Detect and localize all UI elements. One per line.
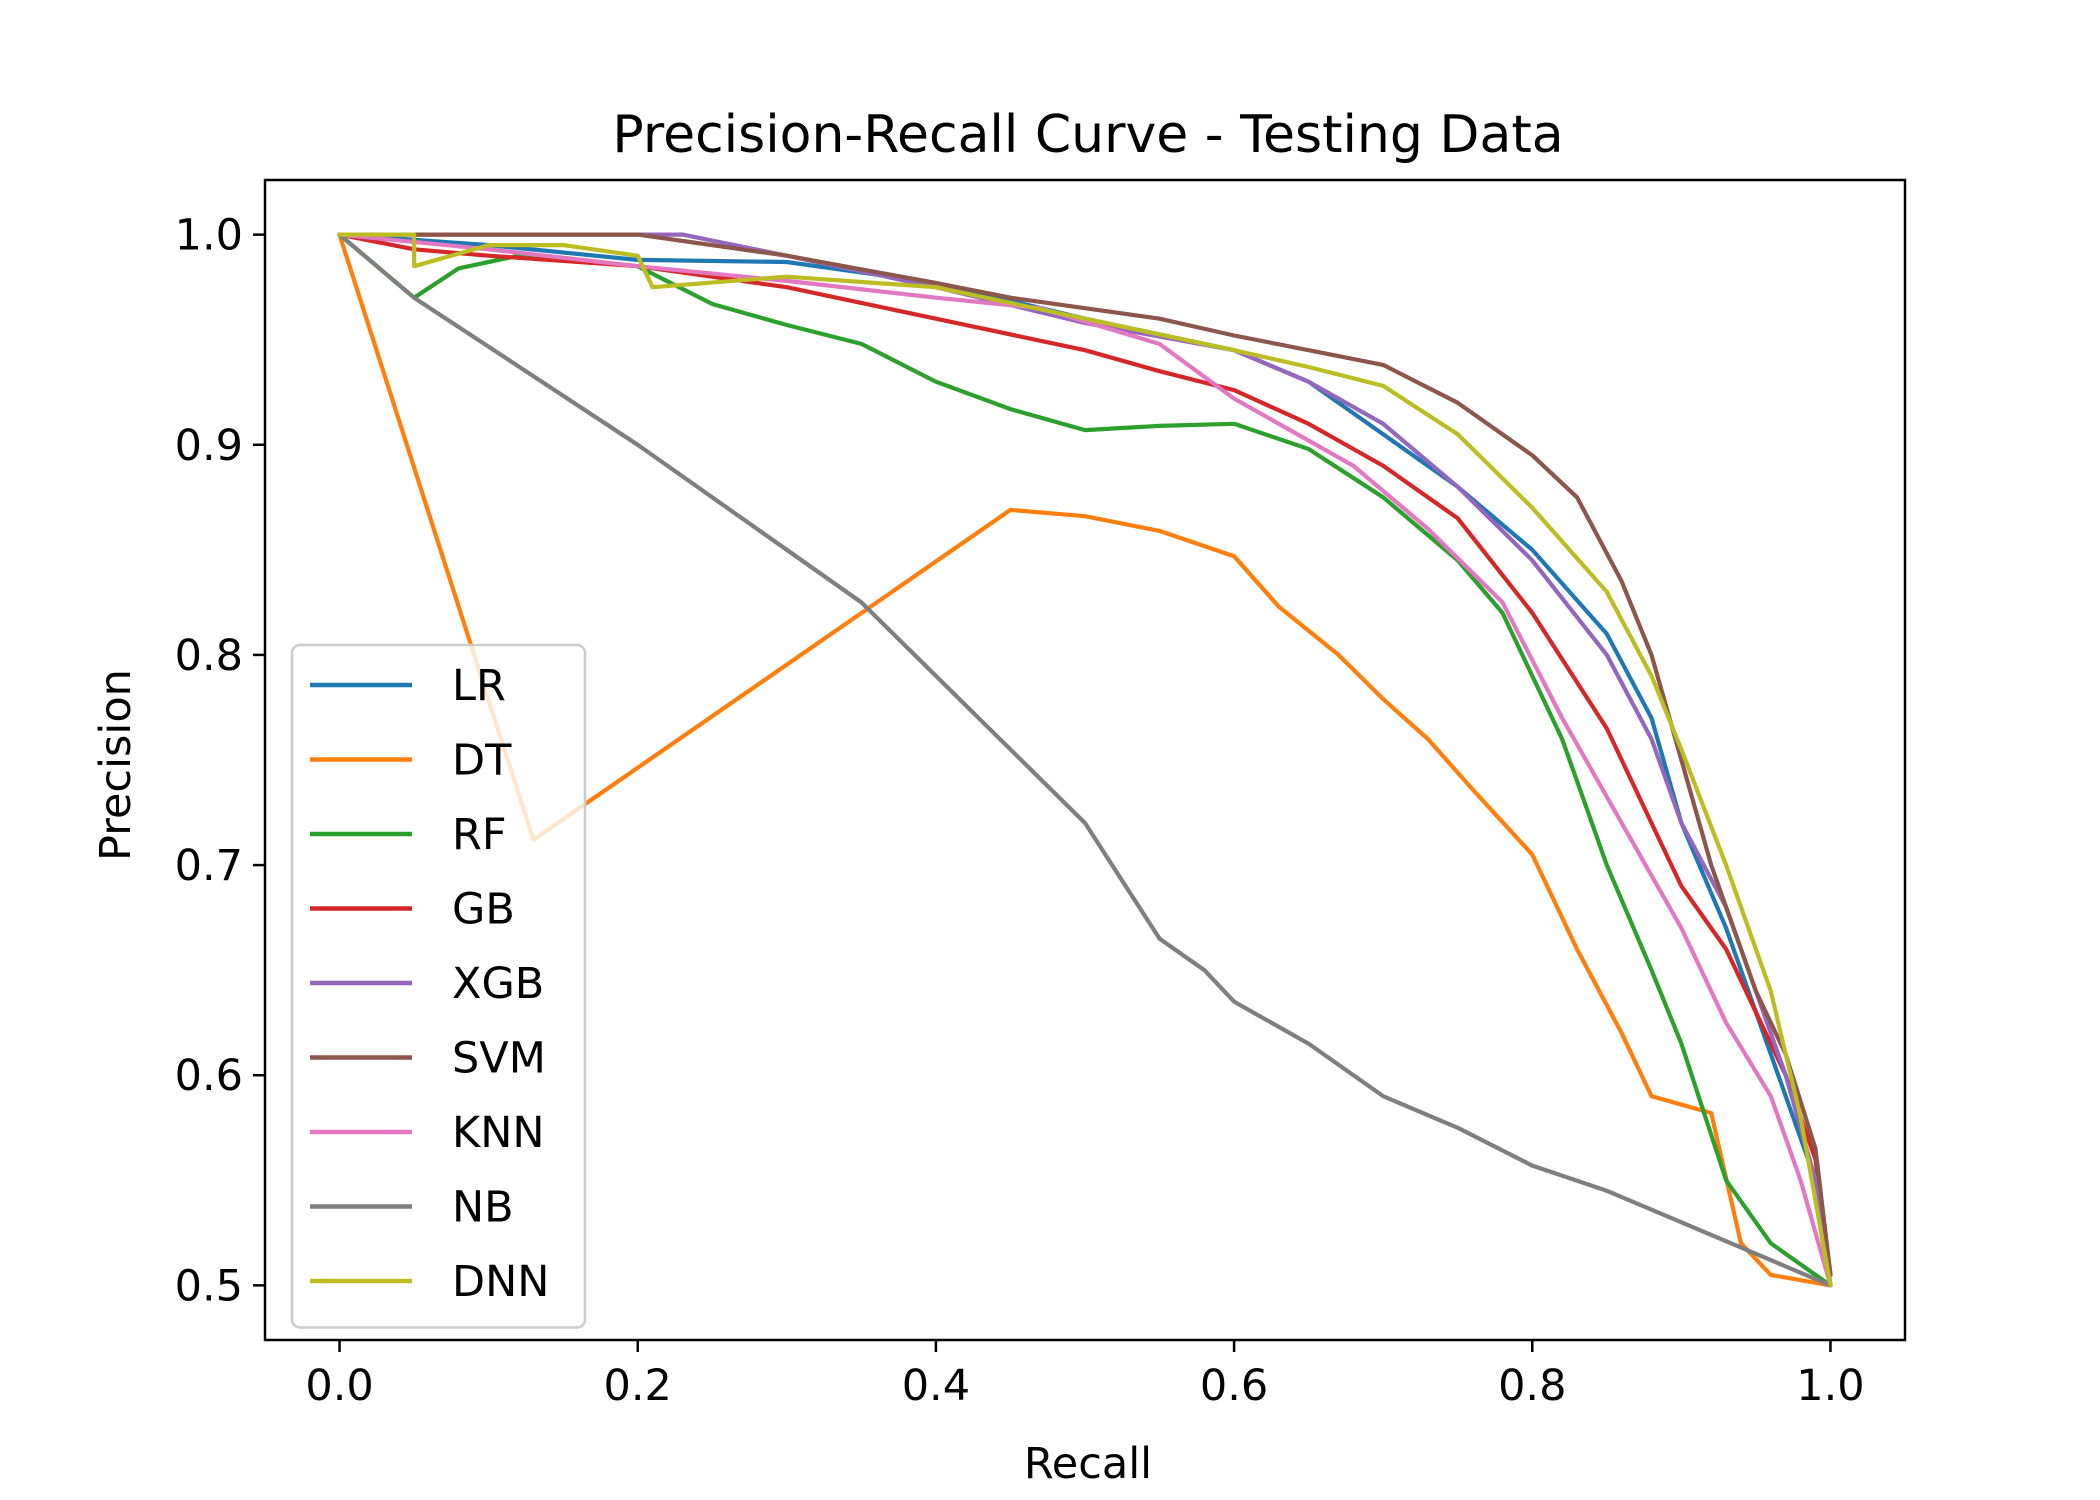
plot-frame: [263, 178, 1907, 1342]
y-axis-label: Precision: [91, 669, 141, 861]
legend: LR DT RF GB XGB SVM KNN NB DNN: [290, 643, 587, 1329]
legend-label-xgb: XGB: [452, 959, 544, 1009]
series-line-dnn: [337, 232, 1833, 1288]
legend-label-nb: NB: [452, 1183, 514, 1233]
x-tick-label: 0.4: [902, 1361, 970, 1411]
legend-label-lr: LR: [452, 661, 506, 711]
legend-label-rf: RF: [452, 810, 507, 860]
x-tick-label: 0.0: [305, 1361, 373, 1411]
x-axis: 0.0 0.2 0.4 0.6 0.8 1.0: [305, 1340, 1865, 1411]
legend-label-dt: DT: [452, 736, 512, 786]
series-line-svm: [337, 232, 1833, 1277]
y-tick-label: 0.8: [175, 631, 243, 681]
series-line-dt: [337, 232, 1833, 1288]
y-axis: 0.5 0.6 0.7 0.8 0.9 1.0: [175, 211, 265, 1311]
y-tick-label: 1.0: [175, 211, 243, 261]
series-line-nb: [337, 232, 1833, 1288]
x-axis-label: Recall: [1024, 1439, 1152, 1489]
y-tick-label: 0.9: [175, 421, 243, 471]
legend-label-dnn: DNN: [452, 1257, 549, 1307]
legend-label-gb: GB: [452, 885, 515, 935]
legend-box: [290, 643, 587, 1329]
chart-title: Precision-Recall Curve - Testing Data: [612, 105, 1563, 165]
legend-label-knn: KNN: [452, 1108, 545, 1158]
legend-label-svm: SVM: [452, 1034, 546, 1084]
plot-area: [263, 178, 1907, 1342]
x-tick-label: 0.6: [1200, 1361, 1268, 1411]
y-tick-label: 0.7: [175, 841, 243, 891]
y-tick-label: 0.6: [175, 1051, 243, 1101]
x-tick-label: 0.8: [1498, 1361, 1566, 1411]
x-tick-label: 1.0: [1796, 1361, 1864, 1411]
x-tick-label: 0.2: [604, 1361, 672, 1411]
y-tick-label: 0.5: [175, 1261, 243, 1311]
